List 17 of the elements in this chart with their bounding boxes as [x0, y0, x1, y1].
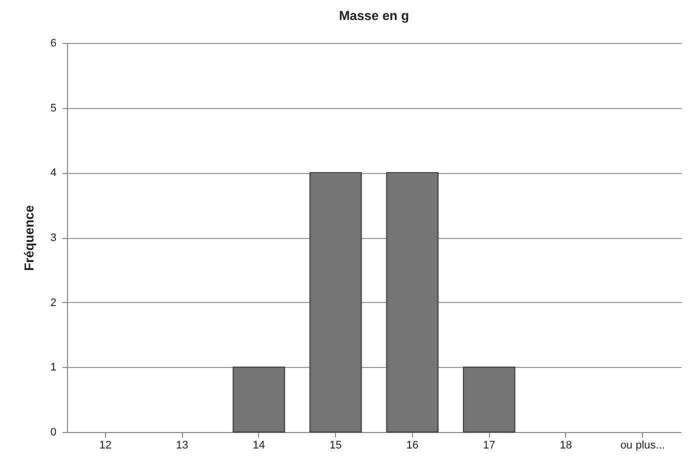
y-tick-label: 3 [50, 232, 56, 244]
y-tick-label: 6 [50, 38, 56, 50]
x-tick-label: 13 [176, 440, 188, 452]
x-tick-label: 16 [406, 440, 418, 452]
x-tick-label: 17 [483, 440, 496, 452]
y-tick-label: 5 [50, 102, 56, 114]
x-tick-label: ou plus... [620, 440, 665, 452]
x-tick-label: 15 [330, 440, 342, 452]
x-tick-label: 12 [99, 440, 112, 452]
y-tick-label: 4 [50, 167, 56, 180]
y-tick-label: 2 [50, 296, 56, 309]
y-tick-label: 0 [50, 426, 56, 438]
x-tick-label: 14 [252, 440, 265, 452]
y-axis-title: Fréquence [21, 205, 36, 271]
y-tick-label: 1 [50, 362, 56, 374]
chart-title: Masse en g [338, 8, 410, 23]
x-tick-label: 18 [560, 440, 572, 452]
